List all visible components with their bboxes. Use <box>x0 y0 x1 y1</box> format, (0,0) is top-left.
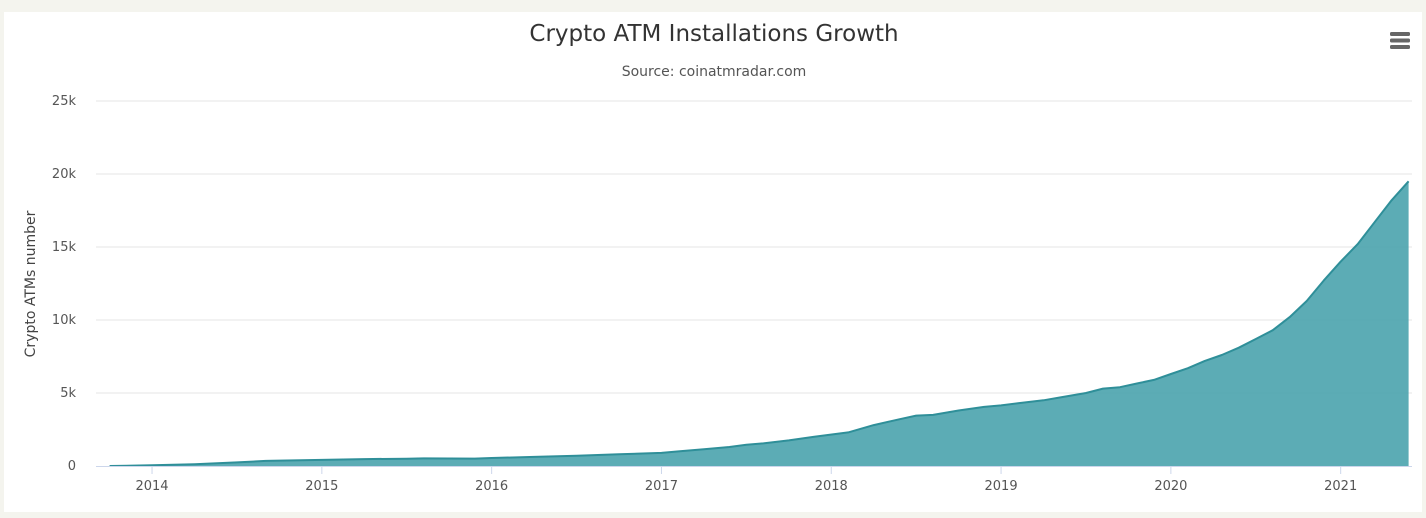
x-tick-label: 2016 <box>475 479 508 494</box>
y-axis-title: Crypto ATMs number <box>23 210 39 357</box>
chart-subtitle: Source: coinatmradar.com <box>622 64 807 80</box>
y-tick-label: 25k <box>52 94 77 109</box>
plot-area <box>109 180 1410 467</box>
hamburger-menu-icon <box>1390 32 1410 49</box>
y-tick-label: 15k <box>52 240 77 255</box>
y-axis-labels: 0 5k 10k 15k 20k 25k <box>52 94 77 474</box>
y-tick-label: 20k <box>52 167 77 182</box>
y-tick-label: 5k <box>60 386 76 401</box>
series-area <box>109 181 1409 467</box>
grid-lines <box>96 100 1412 394</box>
chart-svg: Crypto ATM Installations Growth Source: … <box>23 21 1412 494</box>
x-tick-label: 2019 <box>985 479 1018 494</box>
series-line <box>109 180 1410 467</box>
x-tick-label: 2020 <box>1154 479 1187 494</box>
y-tick-label: 0 <box>68 459 76 474</box>
x-tick-label: 2021 <box>1324 479 1357 494</box>
chart-menu-button[interactable] <box>1390 32 1410 50</box>
x-tick-label: 2018 <box>815 479 848 494</box>
x-axis: 2014 2015 2016 2017 2018 2019 2020 2021 <box>96 466 1412 494</box>
x-tick-label: 2014 <box>135 479 168 494</box>
y-tick-label: 10k <box>52 313 77 328</box>
x-tick-label: 2017 <box>645 479 678 494</box>
chart-title: Crypto ATM Installations Growth <box>529 21 898 47</box>
x-tick-label: 2015 <box>305 479 338 494</box>
chart-container: Crypto ATM Installations Growth Source: … <box>4 12 1422 512</box>
